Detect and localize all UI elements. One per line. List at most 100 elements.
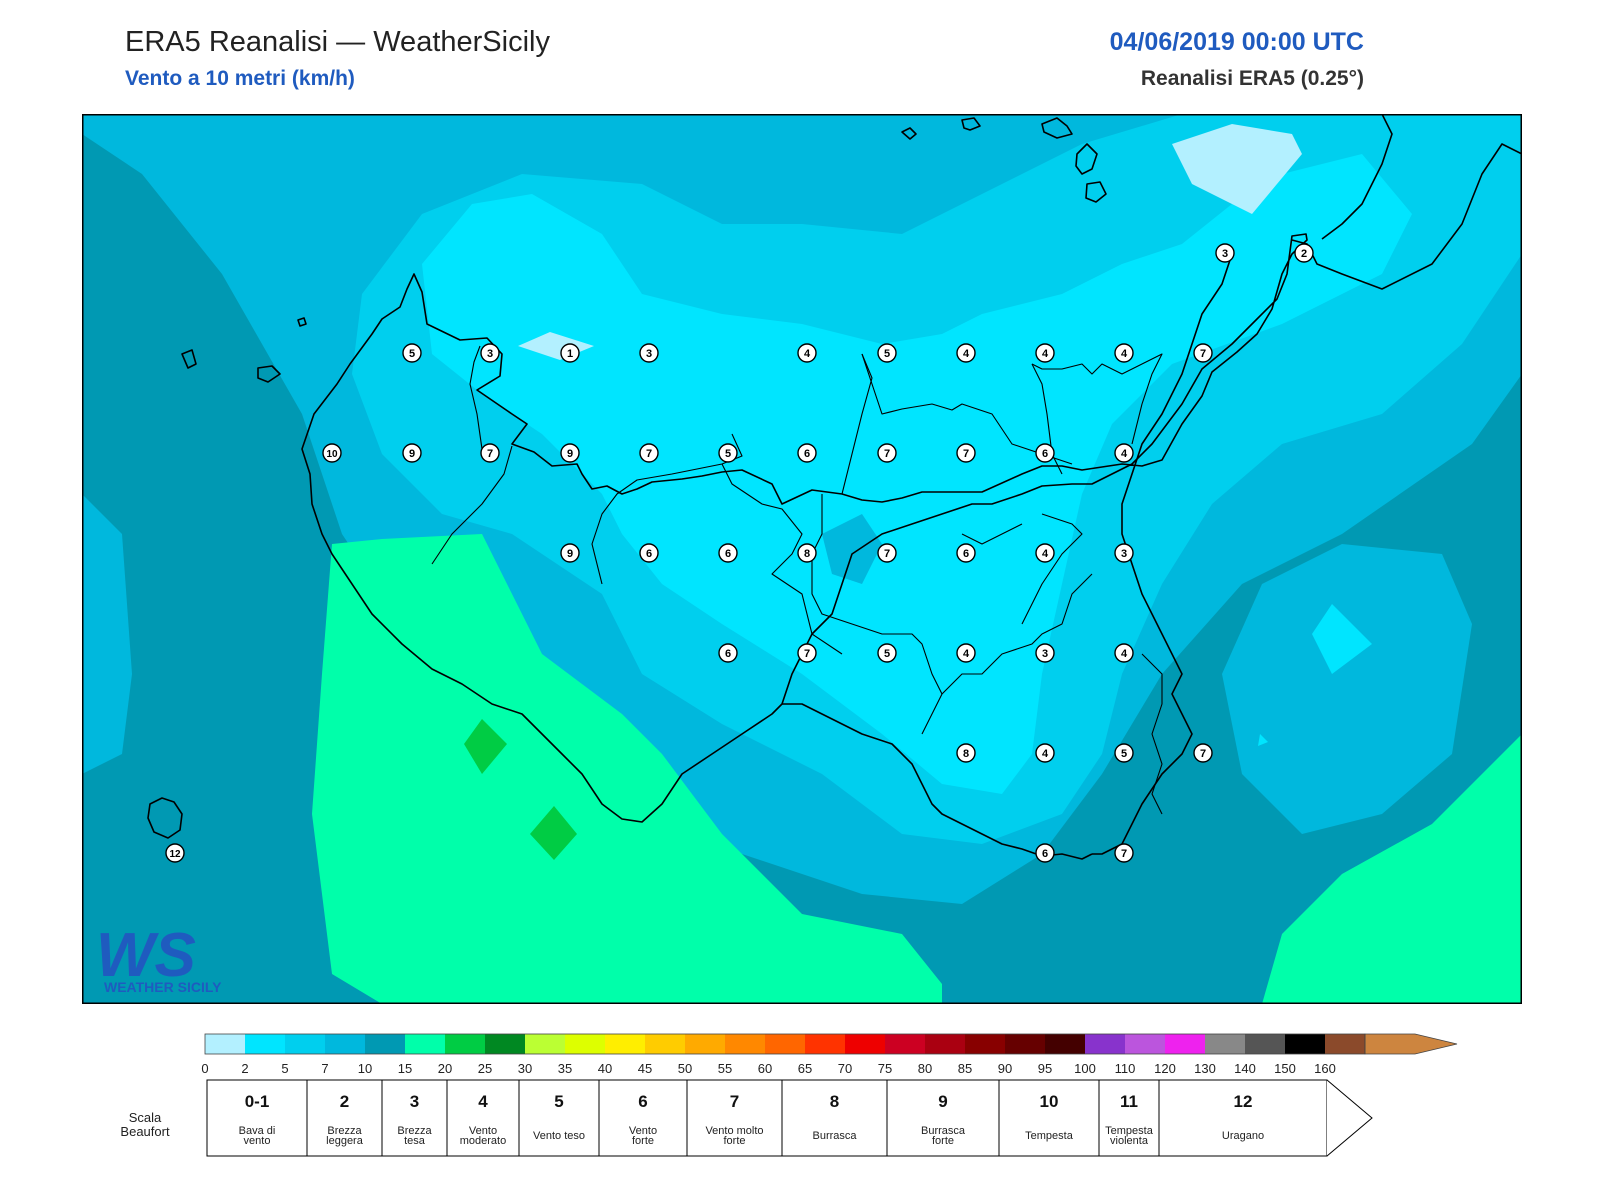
- colorbar-segment: [565, 1034, 605, 1054]
- wind-marker-circle: [1114, 343, 1134, 363]
- colorbar-tick-label: 75: [878, 1061, 892, 1076]
- wind-marker-circle: [956, 743, 976, 763]
- colorbar-segment: [885, 1034, 925, 1054]
- colorbar-tick-label: 110: [1115, 1061, 1136, 1076]
- beaufort-description: vento: [244, 1135, 271, 1147]
- beaufort-description: Vento: [469, 1125, 497, 1137]
- wind-marker: 7: [1193, 343, 1213, 363]
- colorbar-tick-label: 10: [358, 1061, 372, 1076]
- wind-marker-value: 12: [169, 849, 181, 860]
- wind-marker: 7: [797, 643, 817, 663]
- map-subtitle: Vento a 10 metri (km/h): [125, 67, 355, 90]
- colorbar-tick-label: 150: [1274, 1061, 1296, 1076]
- wind-marker-value: 9: [567, 548, 573, 560]
- beaufort-description: Burrasca: [812, 1130, 857, 1142]
- logo-subtext: WEATHER SICILY: [104, 979, 222, 995]
- wind-marker-circle: [560, 543, 580, 563]
- wind-marker-circle: [797, 543, 817, 563]
- colorbar-frame: [204, 1033, 1366, 1055]
- wind-marker-value: 4: [1042, 348, 1049, 360]
- wind-marker: 9: [402, 443, 422, 463]
- beaufort-description: Tempesta: [1105, 1125, 1154, 1137]
- coastline-layer: [147, 114, 1522, 860]
- colorbar-tick-label: 40: [598, 1061, 612, 1076]
- beaufort-description: Vento: [629, 1125, 657, 1137]
- wind-marker-value: 7: [884, 548, 890, 560]
- wind-marker-value: 5: [1121, 748, 1127, 760]
- wind-marker: 3: [1215, 243, 1235, 263]
- wind-marker-value: 10: [326, 449, 338, 460]
- wind-marker-value: 7: [804, 648, 810, 660]
- colorbar-segment: [205, 1034, 245, 1054]
- beaufort-number: 0-1: [245, 1092, 270, 1111]
- colorbar-tick-label: 55: [718, 1061, 732, 1076]
- wind-marker-circle: [1215, 243, 1235, 263]
- colorbar-tick-label: 90: [998, 1061, 1012, 1076]
- wind-marker-value: 5: [884, 648, 890, 660]
- colorbar-tick-label: 95: [1038, 1061, 1052, 1076]
- colorbar-segment: [1325, 1034, 1365, 1054]
- beaufort-cell-box: [306, 1079, 383, 1157]
- colorbar-segment: [805, 1034, 845, 1054]
- wind-marker-circle: [718, 543, 738, 563]
- beaufort-number: 7: [730, 1092, 739, 1111]
- colorbar-tick-label: 65: [798, 1061, 812, 1076]
- wind-marker: 5: [877, 643, 897, 663]
- wind-marker-circle: [797, 643, 817, 663]
- wind-marker-circle: [718, 643, 738, 663]
- beaufort-cell-box: [1158, 1079, 1328, 1157]
- wind-marker: 7: [480, 443, 500, 463]
- beaufort-description: leggera: [326, 1135, 364, 1147]
- wind-marker: 2: [1294, 243, 1314, 263]
- wind-marker: 4: [797, 343, 817, 363]
- beaufort-description: Vento molto: [705, 1125, 763, 1137]
- beaufort-number: 4: [478, 1092, 488, 1111]
- colorbar-tick-label: 100: [1074, 1061, 1096, 1076]
- wind-marker-circle: [1035, 643, 1055, 663]
- colorbar-segment: [645, 1034, 685, 1054]
- wind-marker: 4: [1035, 743, 1055, 763]
- wind-marker-value: 9: [567, 448, 573, 460]
- wind-marker: 5: [718, 443, 738, 463]
- beaufort-cell: 5 Vento teso: [518, 1079, 600, 1157]
- wind-marker-value: 6: [804, 448, 810, 460]
- colorbar-tick-label: 130: [1194, 1061, 1216, 1076]
- beaufort-cell: 12 Uragano: [1158, 1079, 1328, 1157]
- wind-marker-circle: [1193, 743, 1213, 763]
- wind-marker-circle: [639, 343, 659, 363]
- wind-marker-value: 7: [1200, 348, 1206, 360]
- wind-marker: 4: [1035, 543, 1055, 563]
- map-datetime: 04/06/2019 00:00 UTC: [1109, 28, 1364, 56]
- map-title: ERA5 Reanalisi — WeatherSicily: [125, 26, 550, 58]
- wind-map: WS WEATHER SICILY 3 2 5 3 1 3 4 5 4 4 4 7 10 9 7 9 7 5 6 7 7…: [82, 114, 1522, 1004]
- wind-marker-value: 8: [963, 748, 969, 760]
- beaufort-cell-box: [598, 1079, 688, 1157]
- wind-marker-value: 3: [1121, 548, 1127, 560]
- wind-marker: 8: [956, 743, 976, 763]
- beaufort-cell-box: [781, 1079, 888, 1157]
- wind-marker-value: 7: [963, 448, 969, 460]
- sicily-coastline: [301, 233, 1308, 823]
- data-source: Reanalisi ERA5 (0.25°): [1140, 67, 1364, 90]
- colorbar-segment: [925, 1034, 965, 1054]
- wind-marker: 5: [1114, 743, 1134, 763]
- beaufort-number: 5: [554, 1092, 563, 1111]
- colorbar-segment: [525, 1034, 565, 1054]
- colorbar-segment: [965, 1034, 1005, 1054]
- wind-fill-layer: [82, 114, 1522, 1004]
- wind-marker-circle: [639, 543, 659, 563]
- wind-marker-value: 7: [487, 448, 493, 460]
- beaufort-number: 2: [340, 1092, 349, 1111]
- wind-marker: 3: [639, 343, 659, 363]
- wind-marker-circle: [1035, 743, 1055, 763]
- wind-marker: 4: [956, 343, 976, 363]
- wind-marker-value: 7: [646, 448, 652, 460]
- colorbar-segment: [485, 1034, 525, 1054]
- colorbar-tick-label: 15: [398, 1061, 412, 1076]
- beaufort-description: tesa: [404, 1135, 426, 1147]
- colorbar-segment: [605, 1034, 645, 1054]
- wind-marker-circle: [560, 343, 580, 363]
- wind-marker: 6: [718, 543, 738, 563]
